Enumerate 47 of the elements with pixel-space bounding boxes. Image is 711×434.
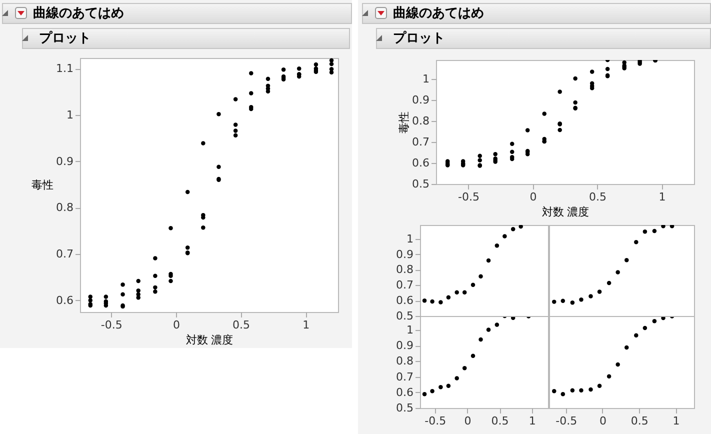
x-tick-label: 0.5 xyxy=(491,414,509,428)
x-tick-label: -0.5 xyxy=(458,190,480,204)
y-tick-label: 0.7 xyxy=(412,135,430,148)
x-tick-label: 0 xyxy=(530,190,537,204)
y-tick-label: 0.8 xyxy=(396,354,414,368)
x-tick-label: 1 xyxy=(528,414,536,428)
y-tick-label: 0.9 xyxy=(396,339,414,352)
y-tick-label: 0.8 xyxy=(396,263,414,276)
chart-title: 曲線のあてはめ xyxy=(393,5,484,23)
y-tick-label: 1.1 xyxy=(56,62,74,76)
x-axis-title: 対数 濃度 xyxy=(186,334,234,346)
y-axis-title: 毒性 xyxy=(32,178,54,192)
chart-subtitle: プロット xyxy=(39,30,91,48)
x-axis-title: 対数 濃度 xyxy=(542,206,590,218)
y-tick-label: 0.5 xyxy=(396,402,414,414)
y-tick-label: 0.6 xyxy=(412,156,430,170)
x-tick-label: -0.5 xyxy=(100,318,122,332)
y-tick-label: 0.6 xyxy=(396,294,414,308)
y-tick-label: 0.8 xyxy=(56,201,74,214)
x-tick-label: 1 xyxy=(302,318,310,332)
x-tick-label: 0.5 xyxy=(589,190,606,204)
y-tick-label: 1 xyxy=(422,72,430,86)
chart-title: 曲線のあてはめ xyxy=(33,5,124,23)
y-tick-label: 0.6 xyxy=(56,294,74,307)
y-tick-label: 0.8 xyxy=(412,114,430,128)
y-tick-label: 0.7 xyxy=(56,248,74,261)
y-tick-label: 0.7 xyxy=(396,370,414,384)
x-tick-label: -0.5 xyxy=(424,414,446,428)
x-tick-label: 1 xyxy=(672,414,680,428)
chart-subtitle: プロット xyxy=(393,30,445,48)
y-tick-label: 0.5 xyxy=(396,310,414,322)
y-tick-label: 0.5 xyxy=(412,178,430,190)
x-tick-label: 1 xyxy=(658,190,666,204)
y-tick-label: 0.9 xyxy=(56,154,74,168)
x-tick-label: 0.5 xyxy=(232,318,250,332)
x-tick-label: 0 xyxy=(599,414,606,428)
y-tick-label: 0.6 xyxy=(396,386,414,399)
y-tick-label: 1 xyxy=(406,232,414,246)
x-tick-label: 0.5 xyxy=(630,414,648,428)
y-tick-label: 0.7 xyxy=(396,278,414,292)
x-tick-label: 0 xyxy=(172,318,180,332)
x-tick-label: 0 xyxy=(464,414,472,428)
y-tick-label: 1 xyxy=(66,108,74,122)
y-tick-label: 0.9 xyxy=(412,93,430,106)
y-tick-label: 0.9 xyxy=(396,248,414,261)
x-tick-label: -0.5 xyxy=(556,414,578,428)
y-axis-title: 毒性 xyxy=(398,112,410,134)
